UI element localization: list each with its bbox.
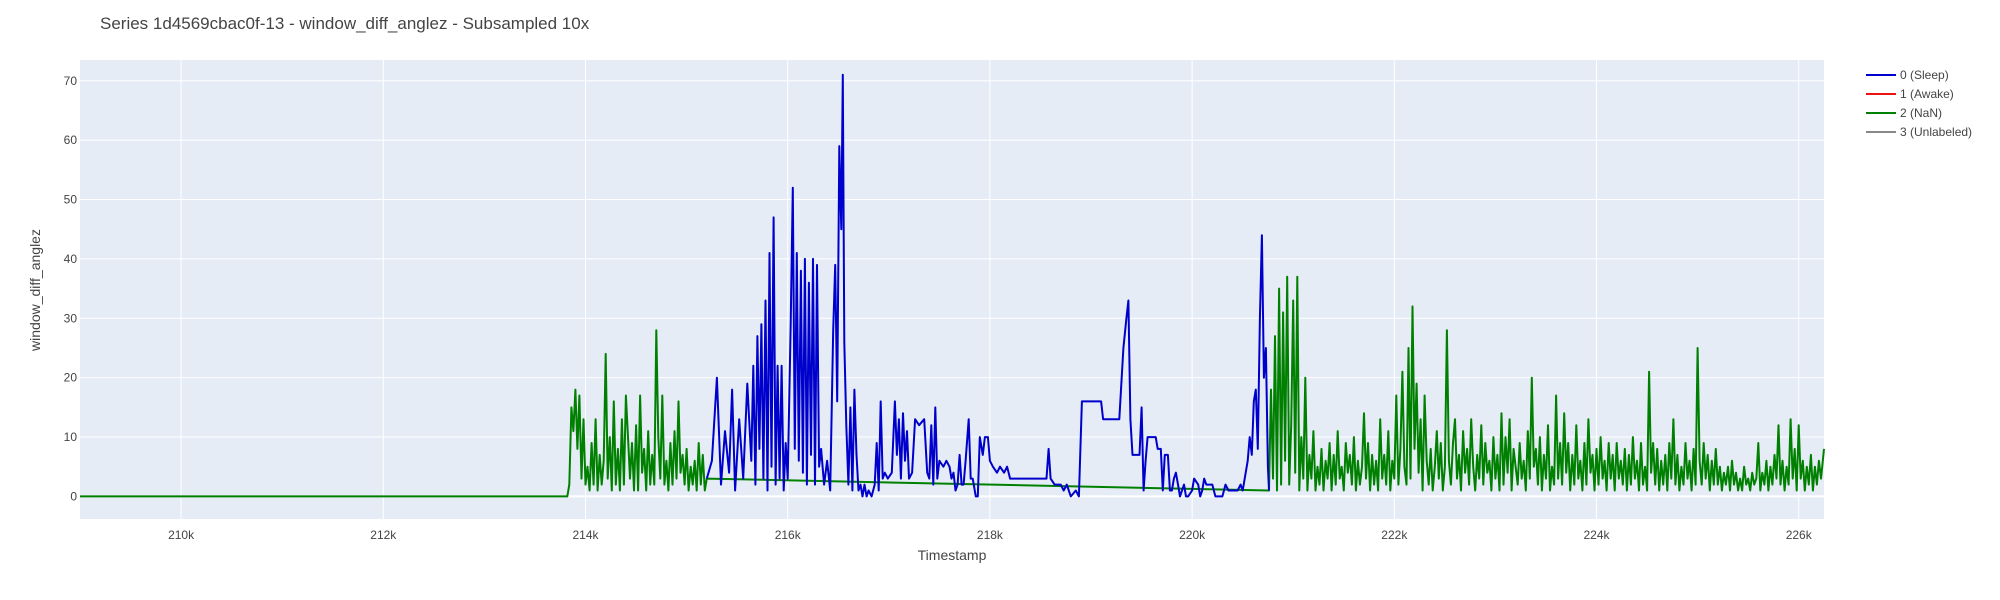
series-layer <box>80 73 1825 498</box>
legend-label: 3 (Unlabeled) <box>1900 125 1972 139</box>
x-tick-label: 218k <box>977 528 1004 542</box>
x-axis-title: Timestamp <box>918 547 987 563</box>
series-line <box>80 275 1825 498</box>
legend-item[interactable]: 3 (Unlabeled) <box>1866 125 1972 139</box>
legend: 0 (Sleep) 1 (Awake) 2 (NaN) 3 (Unlabeled) <box>1866 68 1972 139</box>
y-tick-label: 40 <box>64 252 78 266</box>
y-tick-label: 50 <box>64 193 78 207</box>
legend-label: 2 (NaN) <box>1900 106 1942 120</box>
legend-label: 0 (Sleep) <box>1900 68 1949 82</box>
legend-label: 1 (Awake) <box>1900 87 1954 101</box>
x-tick-label: 210k <box>168 528 195 542</box>
x-tick-label: 212k <box>370 528 397 542</box>
legend-item[interactable]: 2 (NaN) <box>1866 106 1942 120</box>
x-tick-label: 222k <box>1381 528 1408 542</box>
x-tick-label: 226k <box>1786 528 1813 542</box>
y-tick-label: 20 <box>64 371 78 385</box>
y-tick-label: 60 <box>64 133 78 147</box>
legend-item[interactable]: 0 (Sleep) <box>1866 68 1949 82</box>
series-line <box>705 73 1270 498</box>
tick-label-layer: 210k 212k 214k 216k 218k 220k 222k 224k 226k 0 10 2… <box>64 74 1813 542</box>
chart-title: Series 1d4569cbac0f-13 - window_diff_ang… <box>100 14 590 33</box>
y-tick-label: 30 <box>64 311 78 325</box>
y-tick-label: 0 <box>70 489 77 503</box>
y-axis-title: window_diff_anglez <box>27 229 43 352</box>
x-tick-label: 216k <box>775 528 802 542</box>
y-tick-label: 10 <box>64 430 78 444</box>
y-tick-label: 70 <box>64 74 78 88</box>
x-tick-label: 214k <box>572 528 599 542</box>
x-tick-label: 224k <box>1584 528 1611 542</box>
legend-item[interactable]: 1 (Awake) <box>1866 87 1954 101</box>
x-tick-label: 220k <box>1179 528 1206 542</box>
